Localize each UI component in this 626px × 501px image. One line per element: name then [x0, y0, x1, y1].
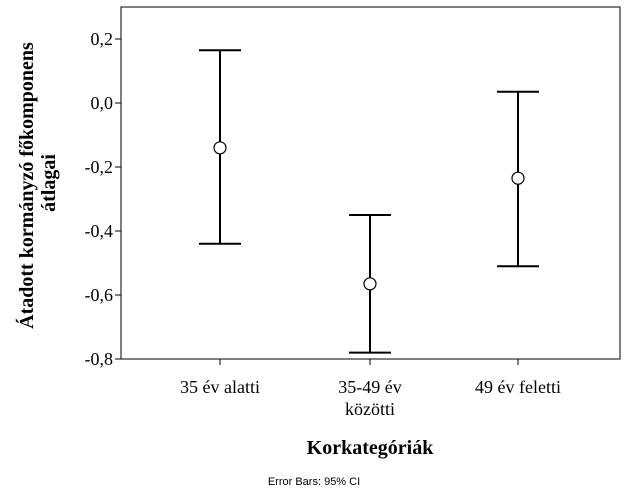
x-tick-label-line: 35-49 év	[338, 377, 401, 397]
mean-point	[511, 171, 525, 185]
y-tick-label: -0,6	[85, 285, 114, 305]
x-axis: 35 év alatti 35-49 év közötti 49 év feletti	[180, 359, 561, 419]
x-tick-label: 49 év feletti	[475, 377, 561, 397]
error-bars	[199, 49, 539, 354]
error-bar-group	[199, 49, 241, 245]
x-tick-label-line: 35 év alatti	[180, 377, 260, 397]
x-tick-label-line: közötti	[345, 399, 395, 419]
y-axis: -0,8 -0,6 -0,4 -0,2 0,0 0,2	[85, 29, 121, 369]
y-tick-label: 0,2	[91, 29, 114, 49]
x-axis-title: Korkategóriák	[307, 437, 435, 459]
y-axis-title: Átadott kormányzó főkomponens átlagai	[15, 37, 60, 329]
error-bars-footnote: Error Bars: 95% CI	[268, 476, 360, 488]
x-tick-label: 35-49 év közötti	[338, 377, 401, 419]
mean-point	[213, 141, 227, 155]
x-tick-label: 35 év alatti	[180, 377, 260, 397]
mean-point	[363, 277, 377, 291]
y-tick-label: -0,2	[85, 157, 114, 177]
y-axis-title-line-1: Átadott kormányzó főkomponens	[15, 42, 38, 329]
y-axis-title-line-2: átlagai	[38, 154, 60, 212]
y-tick-label: -0,8	[85, 349, 114, 369]
y-tick-label: 0,0	[91, 93, 114, 113]
x-tick-label-line: 49 év feletti	[475, 377, 561, 397]
y-tick-label: -0,4	[85, 221, 114, 241]
error-bar-group	[349, 214, 391, 354]
error-bar-group	[497, 90, 539, 268]
